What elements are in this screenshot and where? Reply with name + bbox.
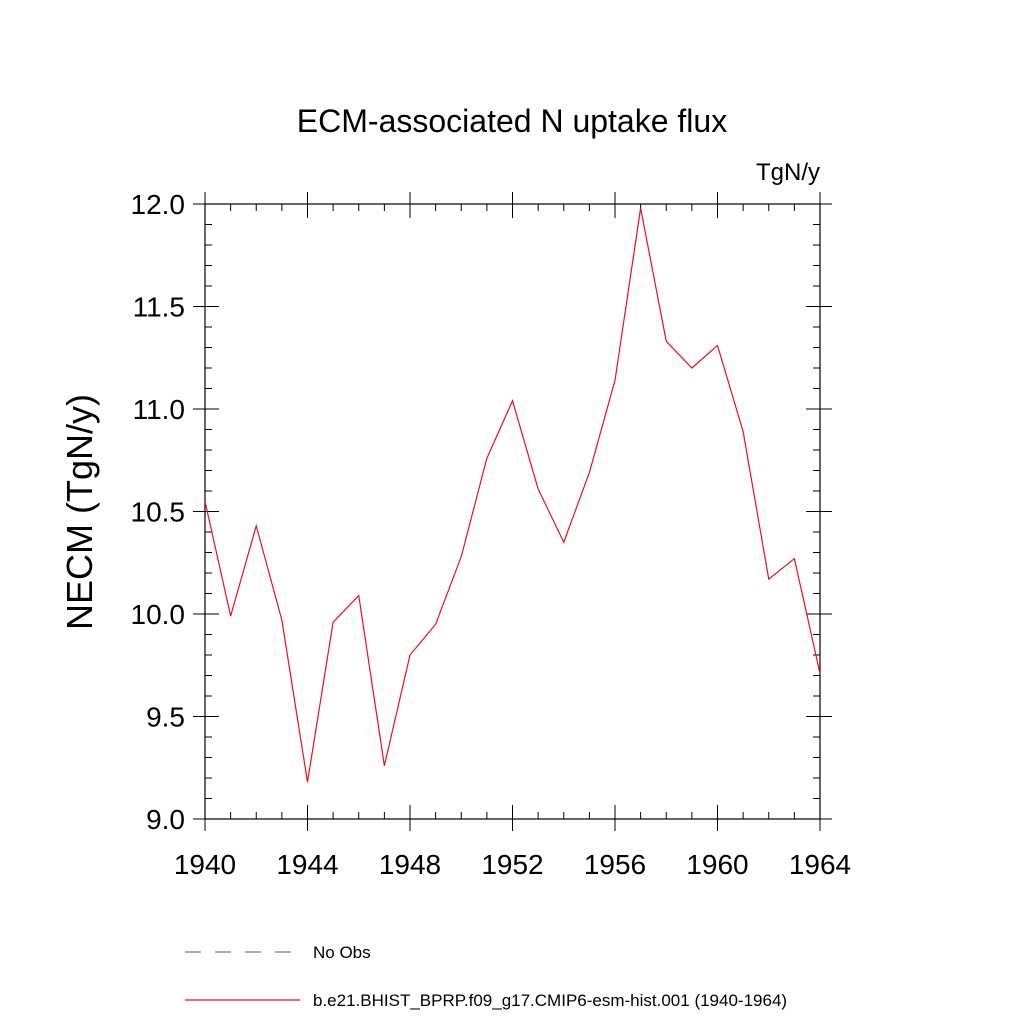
x-tick-label: 1960 [686, 849, 748, 880]
axis-ticks: 1940 1944 1948 1952 1956 1960 1964 9.0 9.5 10.0 10… [131, 189, 852, 880]
plot-frame [204, 203, 821, 820]
chart-title: ECM-associated N uptake flux [297, 103, 727, 139]
series-lines [204, 207, 821, 783]
y-axis-label: NECM (TgN/y) [59, 394, 100, 630]
y-tick-label: 9.5 [146, 702, 185, 733]
x-tick-label: 1952 [481, 849, 543, 880]
y-tick-label: 10.5 [131, 497, 186, 528]
legend-label-0: No Obs [313, 943, 371, 962]
y-tick-label: 11.5 [133, 292, 185, 323]
y-tick-label: 9.0 [146, 804, 185, 835]
legend: No Obs b.e21.BHIST_BPRP.f09_g17.CMIP6-esm… [185, 943, 787, 1010]
x-tick-label: 1964 [789, 849, 851, 880]
x-tick-label: 1956 [584, 849, 646, 880]
x-tick-label: 1944 [276, 849, 338, 880]
x-tick-label: 1948 [379, 849, 441, 880]
y-tick-label: 12.0 [131, 189, 186, 220]
x-tick-label: 1940 [174, 849, 236, 880]
legend-label-1: b.e21.BHIST_BPRP.f09_g17.CMIP6-esm-hist.… [313, 991, 787, 1010]
series-line-1 [204, 207, 821, 783]
units-label: TgN/y [756, 159, 820, 186]
y-tick-label: 11.0 [133, 394, 185, 425]
y-tick-label: 10.0 [131, 599, 186, 630]
